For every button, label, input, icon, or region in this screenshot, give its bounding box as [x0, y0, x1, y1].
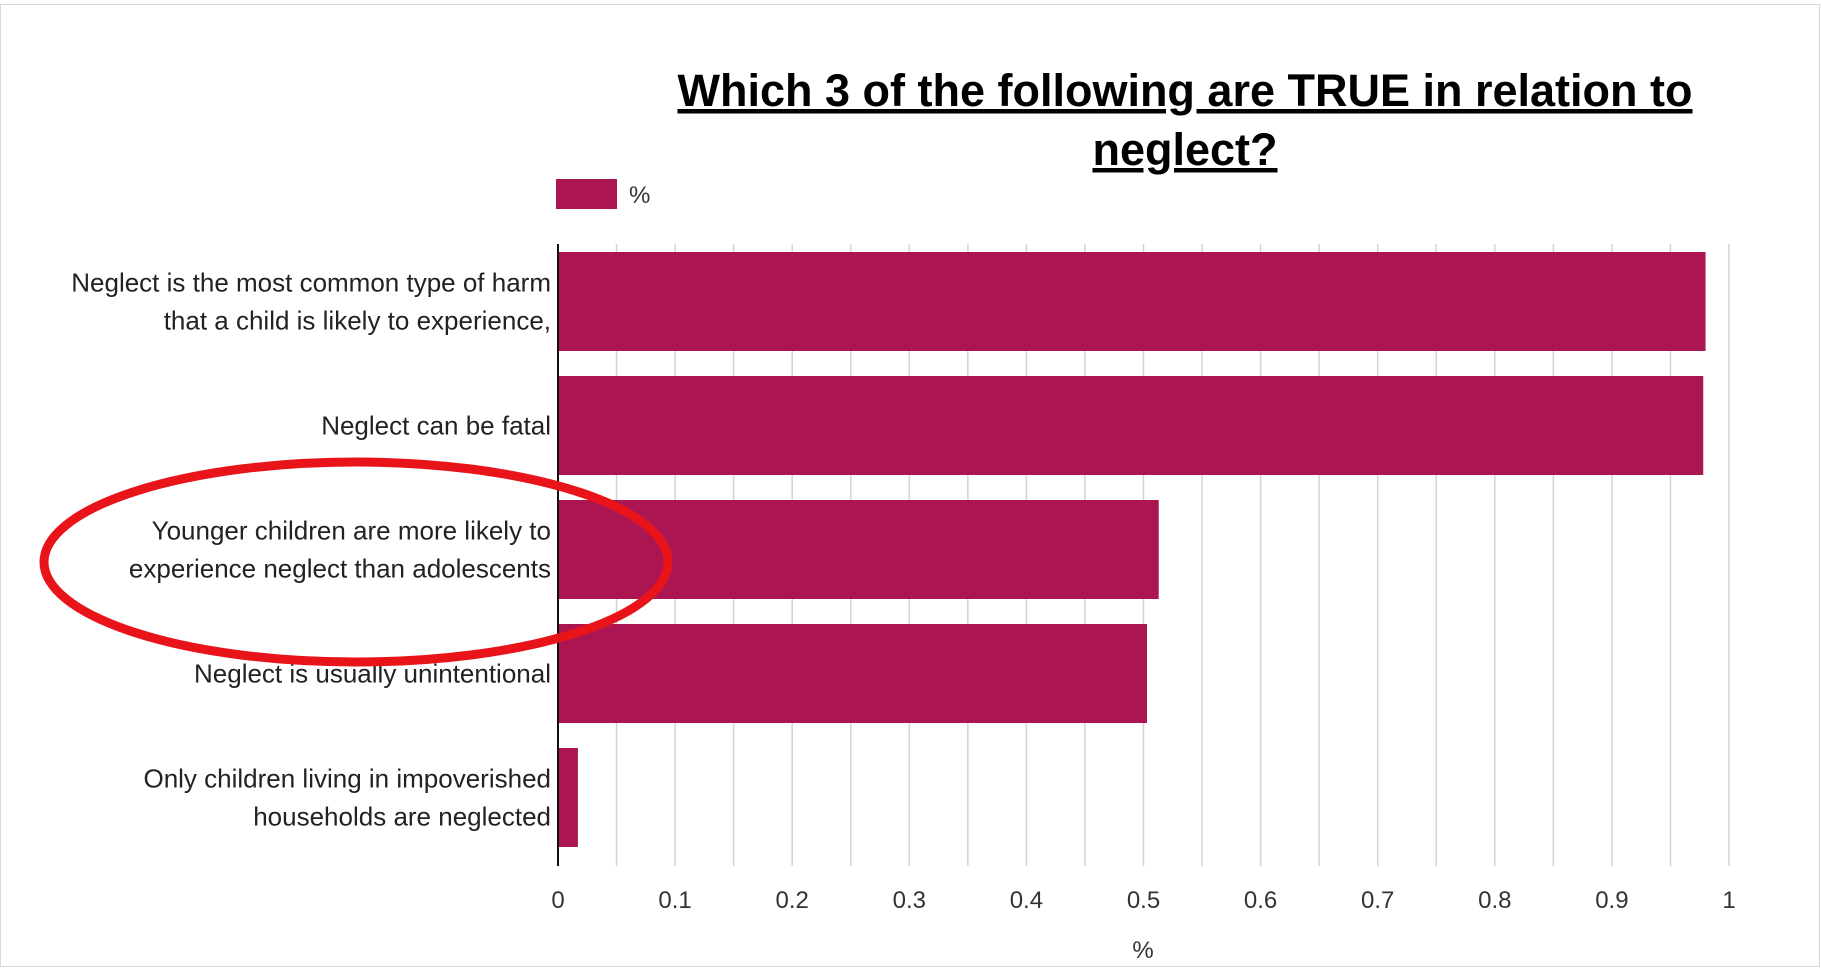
x-tick-label: 0.8 — [1478, 887, 1511, 914]
bar — [558, 624, 1148, 723]
x-axis-title: % — [1132, 937, 1153, 964]
bar — [558, 500, 1159, 599]
x-tick-label: 0.6 — [1244, 887, 1277, 914]
x-tick-label: 0.7 — [1361, 887, 1394, 914]
x-tick-label: 1 — [1722, 887, 1735, 914]
category-labels: Neglect is the most common type of harm t… — [71, 268, 551, 832]
category-label: that a child is likely to experience, — [164, 306, 551, 336]
category-label: Only children living in impoverished — [143, 764, 551, 794]
x-tick-label: 0.2 — [776, 887, 809, 914]
chart-title-line-2: neglect? — [1092, 124, 1277, 175]
bar — [558, 748, 578, 847]
bars — [558, 252, 1706, 847]
category-label: Neglect is the most common type of harm — [71, 268, 551, 298]
legend-swatch — [556, 179, 617, 209]
highlight-ellipse — [39, 457, 673, 667]
legend-label: % — [629, 182, 650, 209]
bar — [558, 376, 1704, 475]
x-tick-label: 0.3 — [893, 887, 926, 914]
category-label: experience neglect than adolescents — [129, 554, 551, 584]
x-tick-label: 0.1 — [658, 887, 691, 914]
frame-border — [0, 4, 1820, 967]
x-tick-label: 0.9 — [1595, 887, 1628, 914]
category-label: households are neglected — [253, 802, 551, 832]
x-tick-label: 0.4 — [1010, 887, 1043, 914]
x-tick-label: 0.5 — [1127, 887, 1160, 914]
x-tick-labels: 0 0.1 0.2 0.3 0.4 0.5 0.6 0.7 0.8 0.9 1 — [551, 887, 1735, 914]
category-label: Younger children are more likely to — [152, 516, 551, 546]
category-label: Neglect can be fatal — [321, 411, 551, 441]
bar — [558, 252, 1706, 351]
x-tick-label: 0 — [551, 887, 564, 914]
chart-title-line-1: Which 3 of the following are TRUE in rel… — [677, 65, 1692, 116]
